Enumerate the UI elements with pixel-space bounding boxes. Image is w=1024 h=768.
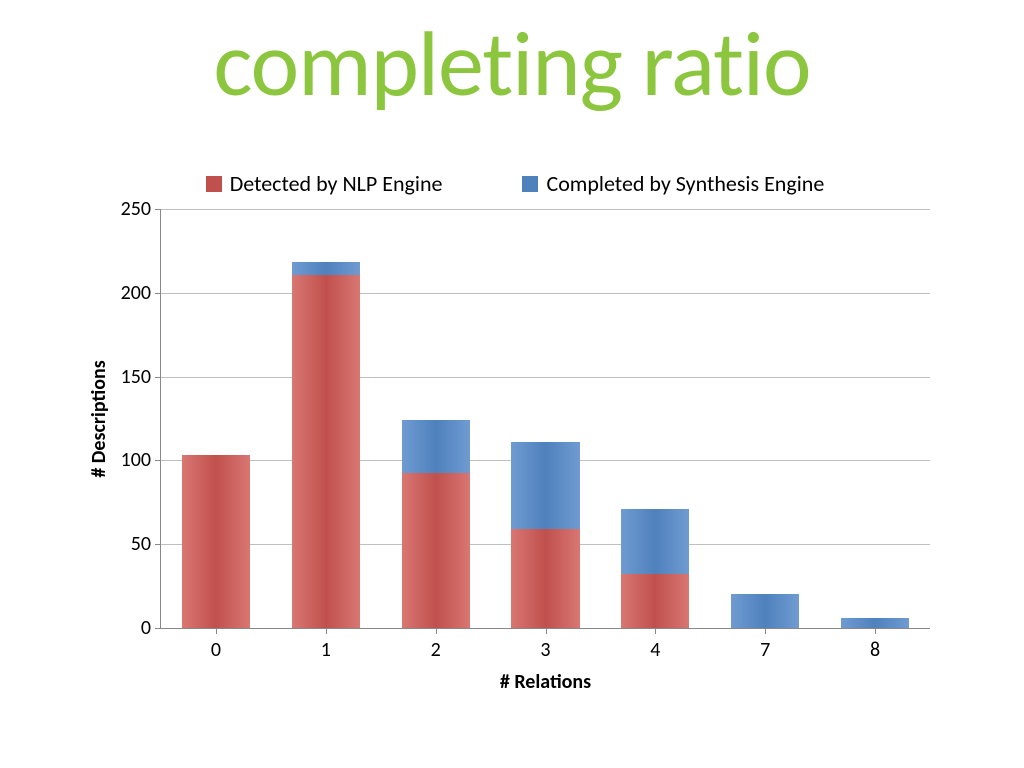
x-tick-mark (436, 628, 437, 634)
legend-swatch-synthesis (522, 176, 538, 192)
bar-segment-synthesis (731, 594, 799, 628)
bar-slot: 3 (491, 209, 601, 628)
bar-slot: 1 (271, 209, 381, 628)
x-tick-mark (765, 628, 766, 634)
chart-legend: Detected by NLP Engine Completed by Synt… (80, 170, 950, 197)
x-tick-mark (546, 628, 547, 634)
bar-segment-synthesis (621, 509, 689, 575)
bar (621, 509, 689, 628)
bar-segment-nlp (621, 574, 689, 628)
x-tick-mark (655, 628, 656, 634)
bar (841, 618, 909, 628)
bar (292, 262, 360, 628)
page-title: completing ratio (0, 0, 1024, 110)
bar-segment-synthesis (402, 420, 470, 474)
chart-container: Detected by NLP Engine Completed by Synt… (80, 170, 950, 730)
legend-label-nlp: Detected by NLP Engine (230, 170, 443, 197)
x-tick-mark (326, 628, 327, 634)
bar-segment-nlp (511, 529, 579, 628)
y-axis-title: # Descriptions (87, 360, 111, 477)
legend-item-synthesis: Completed by Synthesis Engine (522, 170, 824, 197)
bar-slot: 8 (820, 209, 930, 628)
x-tick-mark (875, 628, 876, 634)
bar-segment-synthesis (511, 442, 579, 529)
x-axis-title: # Relations (500, 670, 591, 694)
bar-segment-nlp (182, 455, 250, 628)
legend-swatch-nlp (206, 176, 222, 192)
bar (511, 442, 579, 628)
bar-segment-nlp (402, 473, 470, 628)
legend-label-synthesis: Completed by Synthesis Engine (546, 170, 824, 197)
bar-slot: 7 (710, 209, 820, 628)
y-tick-mark (155, 628, 161, 629)
bar (182, 455, 250, 628)
bars-group: 0123478 (161, 209, 930, 628)
bar-slot: 4 (600, 209, 710, 628)
x-tick-mark (216, 628, 217, 634)
bar-slot: 2 (381, 209, 491, 628)
bar-segment-synthesis (292, 262, 360, 275)
bar-segment-nlp (292, 275, 360, 628)
bar-slot: 0 (161, 209, 271, 628)
bar (731, 594, 799, 628)
bar-segment-synthesis (841, 618, 909, 628)
chart-plot-area: # Descriptions # Relations 0123478 05010… (160, 209, 930, 629)
bar (402, 420, 470, 628)
legend-item-nlp: Detected by NLP Engine (206, 170, 443, 197)
